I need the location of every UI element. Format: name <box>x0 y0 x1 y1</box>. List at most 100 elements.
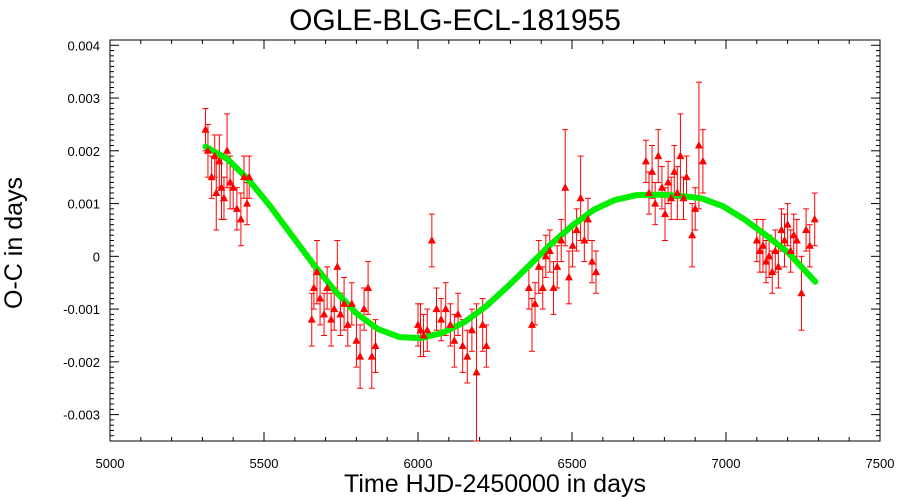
data-point <box>645 188 653 197</box>
y-tick-label: 0 <box>93 249 100 264</box>
x-tick-label: 7000 <box>712 456 741 471</box>
data-point <box>691 204 700 212</box>
data-point <box>309 283 318 291</box>
data-point <box>356 352 365 360</box>
x-axis-label: Time HJD-2450000 in days <box>344 470 646 498</box>
data-point <box>682 172 691 181</box>
data-point <box>584 214 593 223</box>
data-point <box>360 304 369 313</box>
data-point <box>323 283 332 291</box>
data-point <box>467 325 476 334</box>
data-point <box>454 309 463 318</box>
data-point <box>416 325 425 334</box>
data-point <box>236 214 245 223</box>
data-point <box>524 283 533 291</box>
data-point <box>217 183 226 191</box>
data-point <box>667 193 676 202</box>
data-point <box>780 236 789 244</box>
data-point <box>802 225 811 233</box>
data-point <box>527 320 536 328</box>
data-point <box>419 330 428 339</box>
data-point <box>648 167 657 175</box>
data-point <box>245 172 254 181</box>
data-point <box>340 299 349 307</box>
x-tick-label: 6500 <box>558 456 587 471</box>
data-point <box>223 146 232 154</box>
data-point <box>654 151 663 160</box>
data-point <box>446 320 455 328</box>
data-point <box>316 294 325 302</box>
data-point <box>531 299 540 307</box>
data-point <box>673 188 682 197</box>
data-point <box>437 315 446 323</box>
data-point <box>482 341 491 350</box>
data-point <box>219 193 228 202</box>
data-point <box>789 230 798 239</box>
data-point <box>463 352 472 360</box>
y-tick-label: -0.001 <box>63 302 100 317</box>
y-tick-label: 0.003 <box>67 91 100 106</box>
data-point <box>336 309 345 318</box>
data-point <box>333 262 342 270</box>
data-point <box>427 236 436 244</box>
data-point <box>694 141 703 149</box>
data-point <box>698 156 707 165</box>
data-point <box>580 236 589 244</box>
data-point <box>561 183 570 191</box>
data-point <box>538 283 547 291</box>
data-point <box>771 246 780 255</box>
x-tick-label: 7500 <box>866 456 895 471</box>
data-point <box>553 262 562 270</box>
data-point <box>450 336 459 344</box>
data-point <box>765 251 774 260</box>
data-point <box>805 241 814 249</box>
data-point <box>564 272 573 281</box>
data-point <box>676 151 685 160</box>
data-point <box>664 177 673 186</box>
data-point <box>541 251 550 260</box>
data-point <box>576 193 585 202</box>
data-point <box>777 225 786 233</box>
data-point <box>423 325 432 334</box>
data-point <box>212 188 221 197</box>
data-point <box>226 177 235 186</box>
data-point <box>239 172 248 181</box>
data-point <box>679 193 688 202</box>
data-point <box>641 156 650 165</box>
data-point <box>534 262 543 270</box>
chart-title: OGLE-BLG-ECL-181955 <box>289 4 621 37</box>
data-point <box>768 267 777 276</box>
data-point <box>232 204 241 212</box>
data-point <box>320 309 329 318</box>
data-point <box>545 246 554 255</box>
x-tick-label: 5500 <box>250 456 279 471</box>
y-axis-label: O-C in days <box>0 177 28 309</box>
y-tick-label: -0.003 <box>63 408 100 423</box>
data-point <box>367 352 376 360</box>
x-axis: 5000 5500 6000 6500 7000 7500 <box>96 40 895 471</box>
data-point <box>549 283 558 291</box>
y-tick-label: -0.002 <box>63 355 100 370</box>
points-layer <box>201 125 819 376</box>
data-point <box>352 336 361 344</box>
data-point <box>343 320 352 328</box>
data-point <box>215 156 224 165</box>
data-point <box>661 209 670 218</box>
x-tick-label: 6000 <box>404 456 433 471</box>
data-point <box>347 299 356 307</box>
data-point <box>810 214 819 223</box>
data-point <box>588 257 597 265</box>
data-point <box>572 225 581 233</box>
data-point <box>201 125 210 133</box>
data-point <box>207 172 216 181</box>
data-point <box>203 146 212 154</box>
data-point <box>472 367 481 376</box>
data-point <box>414 320 422 328</box>
data-point <box>752 236 761 244</box>
data-point <box>670 167 679 175</box>
data-point <box>441 304 450 313</box>
data-point <box>786 246 795 255</box>
data-point <box>774 262 783 270</box>
